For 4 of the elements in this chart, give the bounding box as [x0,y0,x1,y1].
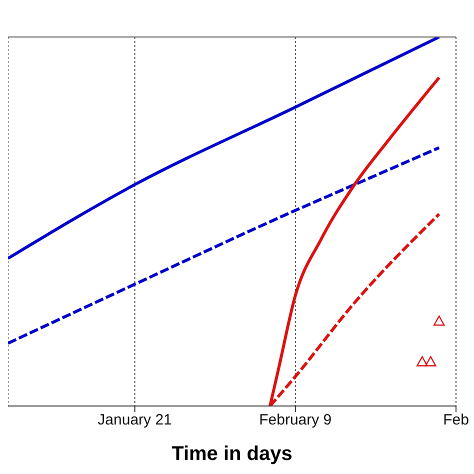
x-tick-label: February 9 [259,412,332,429]
x-tick-label: Feb [443,412,469,429]
x-tick-label: January 21 [98,412,172,429]
x-axis-title: Time in days [172,443,292,465]
